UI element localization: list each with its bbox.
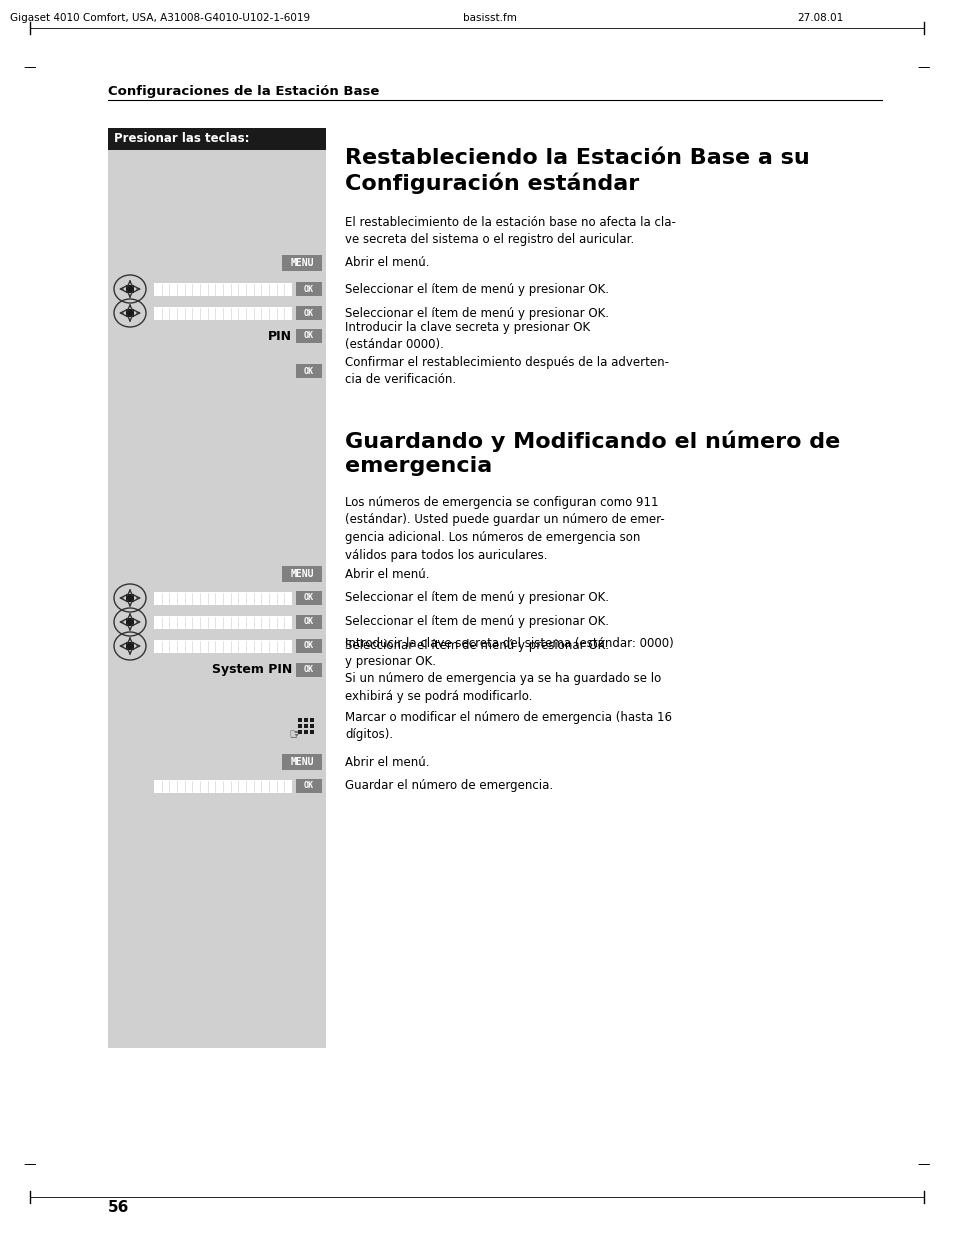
Bar	[153, 779, 292, 793]
Text: Seleccionar el ítem de menú y presionar OK.: Seleccionar el ítem de menú y presionar …	[345, 283, 608, 295]
Bar	[297, 724, 302, 727]
Text: OK: OK	[304, 641, 314, 651]
Text: Configuraciones de la Estación Base: Configuraciones de la Estación Base	[108, 85, 379, 98]
Text: —: —	[24, 62, 36, 74]
Bar	[126, 285, 133, 293]
Bar	[295, 329, 322, 343]
Bar	[126, 594, 133, 601]
Text: OK: OK	[304, 666, 314, 674]
Text: Confirmar el restablecimiento después de la adverten-
cia de verificación.: Confirmar el restablecimiento después de…	[345, 356, 668, 387]
Text: OK: OK	[304, 367, 314, 375]
Text: Restableciendo la Estación Base a su
Configuración estándar: Restableciendo la Estación Base a su Con…	[345, 148, 809, 194]
Bar	[153, 306, 292, 320]
Text: Seleccionar el ítem de menú y presionar OK.: Seleccionar el ítem de menú y presionar …	[345, 640, 608, 652]
Text: OK: OK	[304, 284, 314, 294]
Text: basisst.fm: basisst.fm	[462, 14, 517, 23]
Bar	[153, 283, 292, 295]
Text: Introducir la clave secreta y presionar OK
(estándar 0000).: Introducir la clave secreta y presionar …	[345, 321, 590, 351]
Text: El restablecimiento de la estación base no afecta la cla-
ve secreta del sistema: El restablecimiento de la estación base …	[345, 216, 675, 247]
Bar	[295, 592, 322, 605]
Text: ☞: ☞	[288, 727, 301, 742]
Text: Abrir el menú.: Abrir el menú.	[345, 756, 429, 768]
Text: —: —	[24, 1158, 36, 1172]
Bar	[282, 755, 322, 769]
Text: 27.08.01: 27.08.01	[796, 14, 842, 23]
Text: MENU: MENU	[290, 258, 314, 268]
Bar	[126, 309, 133, 317]
Text: OK: OK	[304, 594, 314, 603]
Bar	[297, 718, 302, 722]
Text: Gigaset 4010 Comfort, USA, A31008-G4010-U102-1-6019: Gigaset 4010 Comfort, USA, A31008-G4010-…	[10, 14, 310, 23]
Text: System PIN: System PIN	[212, 663, 292, 677]
Text: OK: OK	[304, 618, 314, 626]
Bar	[108, 128, 326, 149]
Bar	[126, 618, 133, 626]
Bar	[282, 254, 322, 270]
Bar	[295, 282, 322, 296]
Bar	[108, 149, 326, 1049]
Text: Presionar las teclas:: Presionar las teclas:	[113, 132, 250, 146]
Bar	[310, 718, 314, 722]
Bar	[295, 615, 322, 629]
Text: Seleccionar el ítem de menú y presionar OK.: Seleccionar el ítem de menú y presionar …	[345, 615, 608, 629]
Text: 56: 56	[108, 1200, 130, 1215]
Bar	[304, 718, 308, 722]
Text: MENU: MENU	[290, 757, 314, 767]
Text: OK: OK	[304, 331, 314, 341]
Text: PIN: PIN	[268, 330, 292, 342]
Bar	[295, 663, 322, 677]
Text: MENU: MENU	[290, 569, 314, 579]
Text: Seleccionar el ítem de menú y presionar OK.: Seleccionar el ítem de menú y presionar …	[345, 592, 608, 604]
Text: Introducir la clave secreta del sistema (estándar: 0000)
y presionar OK.
Si un n: Introducir la clave secreta del sistema …	[345, 637, 673, 703]
Text: Guardar el número de emergencia.: Guardar el número de emergencia.	[345, 779, 553, 793]
Bar	[295, 638, 322, 653]
Text: OK: OK	[304, 782, 314, 790]
Text: —: —	[917, 62, 929, 74]
Bar	[153, 615, 292, 629]
Bar	[304, 730, 308, 734]
Text: Los números de emergencia se configuran como 911
(estándar). Usted puede guardar: Los números de emergencia se configuran …	[345, 496, 664, 562]
Text: Guardando y Modificando el número de
emergencia: Guardando y Modificando el número de eme…	[345, 430, 840, 475]
Text: Marcar o modificar el número de emergencia (hasta 16
dígitos).: Marcar o modificar el número de emergenc…	[345, 711, 671, 741]
Bar	[297, 730, 302, 734]
Bar	[304, 724, 308, 727]
Bar	[295, 779, 322, 793]
Text: —: —	[917, 1158, 929, 1172]
Bar	[153, 640, 292, 652]
Bar	[295, 364, 322, 378]
Text: Seleccionar el ítem de menú y presionar OK.: Seleccionar el ítem de menú y presionar …	[345, 306, 608, 320]
Bar	[310, 730, 314, 734]
Text: Abrir el menú.: Abrir el menú.	[345, 568, 429, 580]
Bar	[310, 724, 314, 727]
Bar	[295, 306, 322, 320]
Bar	[153, 592, 292, 604]
Text: Abrir el menú.: Abrir el menú.	[345, 257, 429, 269]
Text: OK: OK	[304, 309, 314, 317]
Bar	[282, 566, 322, 582]
Bar	[126, 642, 133, 650]
